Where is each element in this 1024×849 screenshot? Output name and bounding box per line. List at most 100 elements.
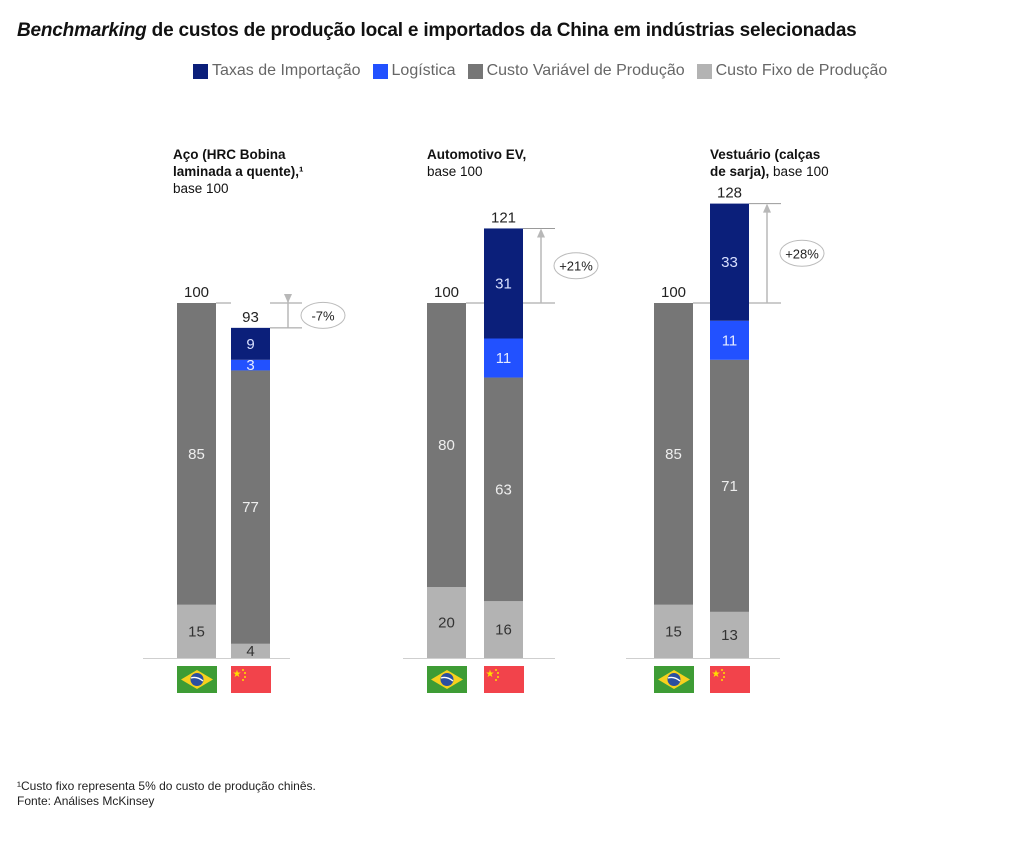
china-flag-small-star <box>721 669 723 671</box>
bar-total-label: 93 <box>242 309 259 326</box>
panel-title-apparel: Vestuário (calças de sarja), base 100 <box>710 146 829 180</box>
delta-arrow-head <box>763 203 771 213</box>
legend-swatch <box>372 63 388 79</box>
title-rest: de custos de produção local e importados… <box>146 20 857 41</box>
legend-label: Custo Fixo de Produção <box>715 62 888 79</box>
bar-segment <box>484 228 523 339</box>
segment-label: 3 <box>246 357 254 374</box>
segment-label: 15 <box>665 623 682 640</box>
legend-item-import-taxes: Taxas de Importação <box>193 62 361 80</box>
delta-badge <box>553 252 599 280</box>
legend-item-variable-cost: Custo Variável de Produção <box>467 62 685 80</box>
panel-title-line: laminada a quente),¹ <box>173 164 304 179</box>
china-flag-small-star <box>497 676 499 678</box>
segment-label: 71 <box>721 478 738 495</box>
bar-segment <box>484 338 523 378</box>
source-note: Fonte: Análises McKinsey <box>17 794 155 808</box>
brazil-flag-band <box>667 676 681 682</box>
brazil-flag-globe <box>667 673 681 686</box>
china-flag-small-star <box>723 672 725 674</box>
segment-label: 16 <box>495 622 512 639</box>
china-flag-small-star <box>495 669 497 671</box>
china-flag-small-star <box>723 676 725 678</box>
bar-segment <box>427 303 466 587</box>
panel-subtitle: base 100 <box>173 181 229 196</box>
legend-swatch <box>696 63 712 79</box>
segment-label: 77 <box>242 499 259 516</box>
china-flag-icon <box>710 666 750 693</box>
bar-segment <box>231 370 270 644</box>
footnote: ¹Custo fixo representa 5% do custo de pr… <box>17 779 316 793</box>
panel-title-automotive: Automotivo EV, base 100 <box>427 146 526 180</box>
bar-total-label: 121 <box>491 209 516 226</box>
brazil-flag-globe <box>190 673 204 686</box>
segment-label: 9 <box>246 336 254 353</box>
segment-label: 85 <box>188 446 205 463</box>
bar-segment <box>710 203 749 321</box>
segment-label: 63 <box>495 481 512 498</box>
panel-subtitle: base 100 <box>427 164 483 179</box>
segment-label: 13 <box>721 627 738 644</box>
bar-segment <box>654 303 693 605</box>
china-flag-icon <box>231 666 271 693</box>
segment-label: 33 <box>721 254 738 271</box>
legend-item-logistics: Logística <box>372 62 456 80</box>
segment-label: 15 <box>188 623 205 640</box>
panel-title-line: Automotivo EV, <box>427 147 527 162</box>
segment-label: 11 <box>496 350 512 367</box>
brazil-flag-band <box>190 676 204 682</box>
china-flag-small-star <box>244 676 246 678</box>
legend: Taxas de Importação Logística Custo Vari… <box>193 62 887 80</box>
bar-segment <box>710 359 749 612</box>
delta-label: +28% <box>785 246 819 261</box>
bar-segment <box>231 327 270 360</box>
bar-segment <box>710 611 749 658</box>
legend-swatch <box>467 63 483 79</box>
delta-badge <box>779 239 825 267</box>
bar-total-label: 100 <box>661 284 686 301</box>
legend-label: Custo Variável de Produção <box>486 62 685 79</box>
china-flag-icon <box>484 666 524 693</box>
china-flag-star: ★ <box>233 669 242 680</box>
delta-arrow-head <box>537 228 545 238</box>
china-flag-small-star <box>497 672 499 674</box>
legend-label: Taxas de Importação <box>212 62 361 79</box>
panel-subtitle: base 100 <box>773 164 829 179</box>
china-flag-star: ★ <box>712 669 721 680</box>
china-flag-star: ★ <box>486 669 495 680</box>
china-flag-small-star <box>721 679 723 681</box>
delta-label: -7% <box>311 308 335 323</box>
bar-segment <box>231 643 270 658</box>
segment-label: 20 <box>438 615 455 632</box>
legend-label: Logística <box>391 62 456 79</box>
panel-title-line: Vestuário (calças <box>710 147 821 162</box>
bar-segment <box>654 604 693 658</box>
china-flag-small-star <box>242 669 244 671</box>
segment-label: 85 <box>665 446 682 463</box>
panel-title-line: de sarja), <box>710 164 770 179</box>
segment-label: 11 <box>722 332 738 349</box>
china-flag-small-star <box>495 679 497 681</box>
legend-swatch <box>193 63 208 79</box>
delta-badge <box>300 301 346 329</box>
delta-label: +21% <box>559 259 593 274</box>
panel-title-steel: Aço (HRC Bobina laminada a quente),¹ bas… <box>173 146 304 197</box>
bar-segment <box>231 359 270 371</box>
brazil-flag-band <box>440 676 454 682</box>
china-flag-small-star <box>244 672 246 674</box>
title-italic: Benchmarking <box>17 20 147 41</box>
segment-label: 80 <box>438 437 455 454</box>
bar-segment <box>710 320 749 360</box>
panel-title-line: Aço (HRC Bobina <box>173 147 286 162</box>
bar-total-label: 100 <box>184 284 209 301</box>
brazil-flag-globe <box>440 673 454 686</box>
bar-total-label: 100 <box>434 284 459 301</box>
delta-arrow-head <box>284 294 292 303</box>
legend-item-fixed-cost: Custo Fixo de Produção <box>696 62 888 80</box>
segment-label: 31 <box>495 275 512 292</box>
footer: ¹Custo fixo representa 5% do custo de pr… <box>17 779 316 809</box>
bar-segment <box>427 587 466 658</box>
bar-segment <box>177 303 216 605</box>
bar-segment <box>484 601 523 658</box>
